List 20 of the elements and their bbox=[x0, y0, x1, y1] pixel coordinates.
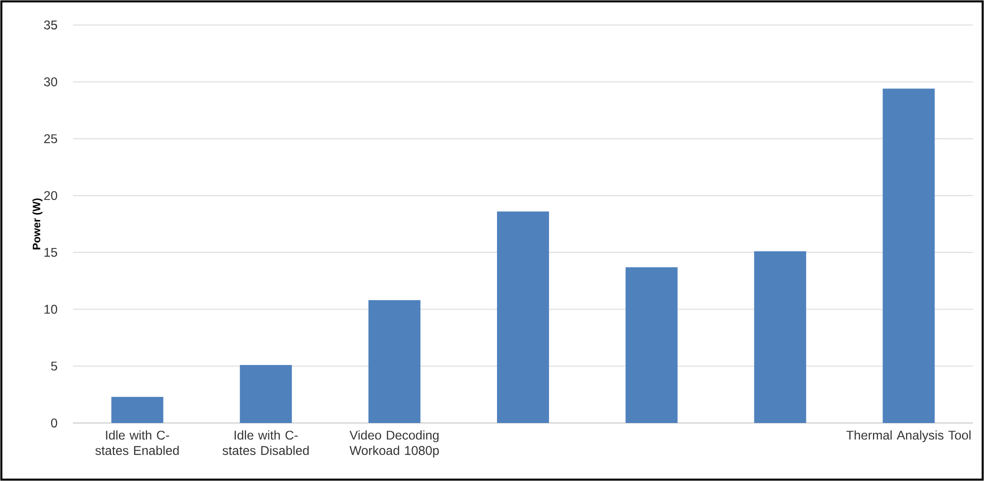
x-tick-label: Idle with C-states Disabled bbox=[222, 430, 309, 455]
bar bbox=[111, 396, 164, 423]
bar bbox=[882, 88, 935, 423]
x-tick-label: Video Decoding Workoad 1080p bbox=[350, 430, 439, 458]
x-tick-label: Idle with C-states Enabled bbox=[95, 430, 179, 455]
y-tick-label: 25 bbox=[44, 134, 58, 144]
bar bbox=[754, 251, 806, 423]
y-tick-label: 30 bbox=[44, 77, 58, 86]
bar bbox=[240, 364, 292, 423]
x-tick-label: Thermal Analysis Tool bbox=[846, 430, 970, 442]
y-axis-title: Power (W) bbox=[32, 198, 42, 250]
bar bbox=[368, 300, 420, 423]
y-tick-label: 5 bbox=[51, 362, 58, 371]
y-tick-label: 35 bbox=[44, 20, 58, 30]
y-tick-label: 15 bbox=[44, 248, 58, 257]
bar bbox=[626, 267, 678, 423]
bar bbox=[497, 211, 550, 423]
y-tick-label: 10 bbox=[44, 304, 58, 314]
y-tick-label: 0 bbox=[51, 418, 58, 428]
y-tick-label: 20 bbox=[44, 191, 58, 200]
